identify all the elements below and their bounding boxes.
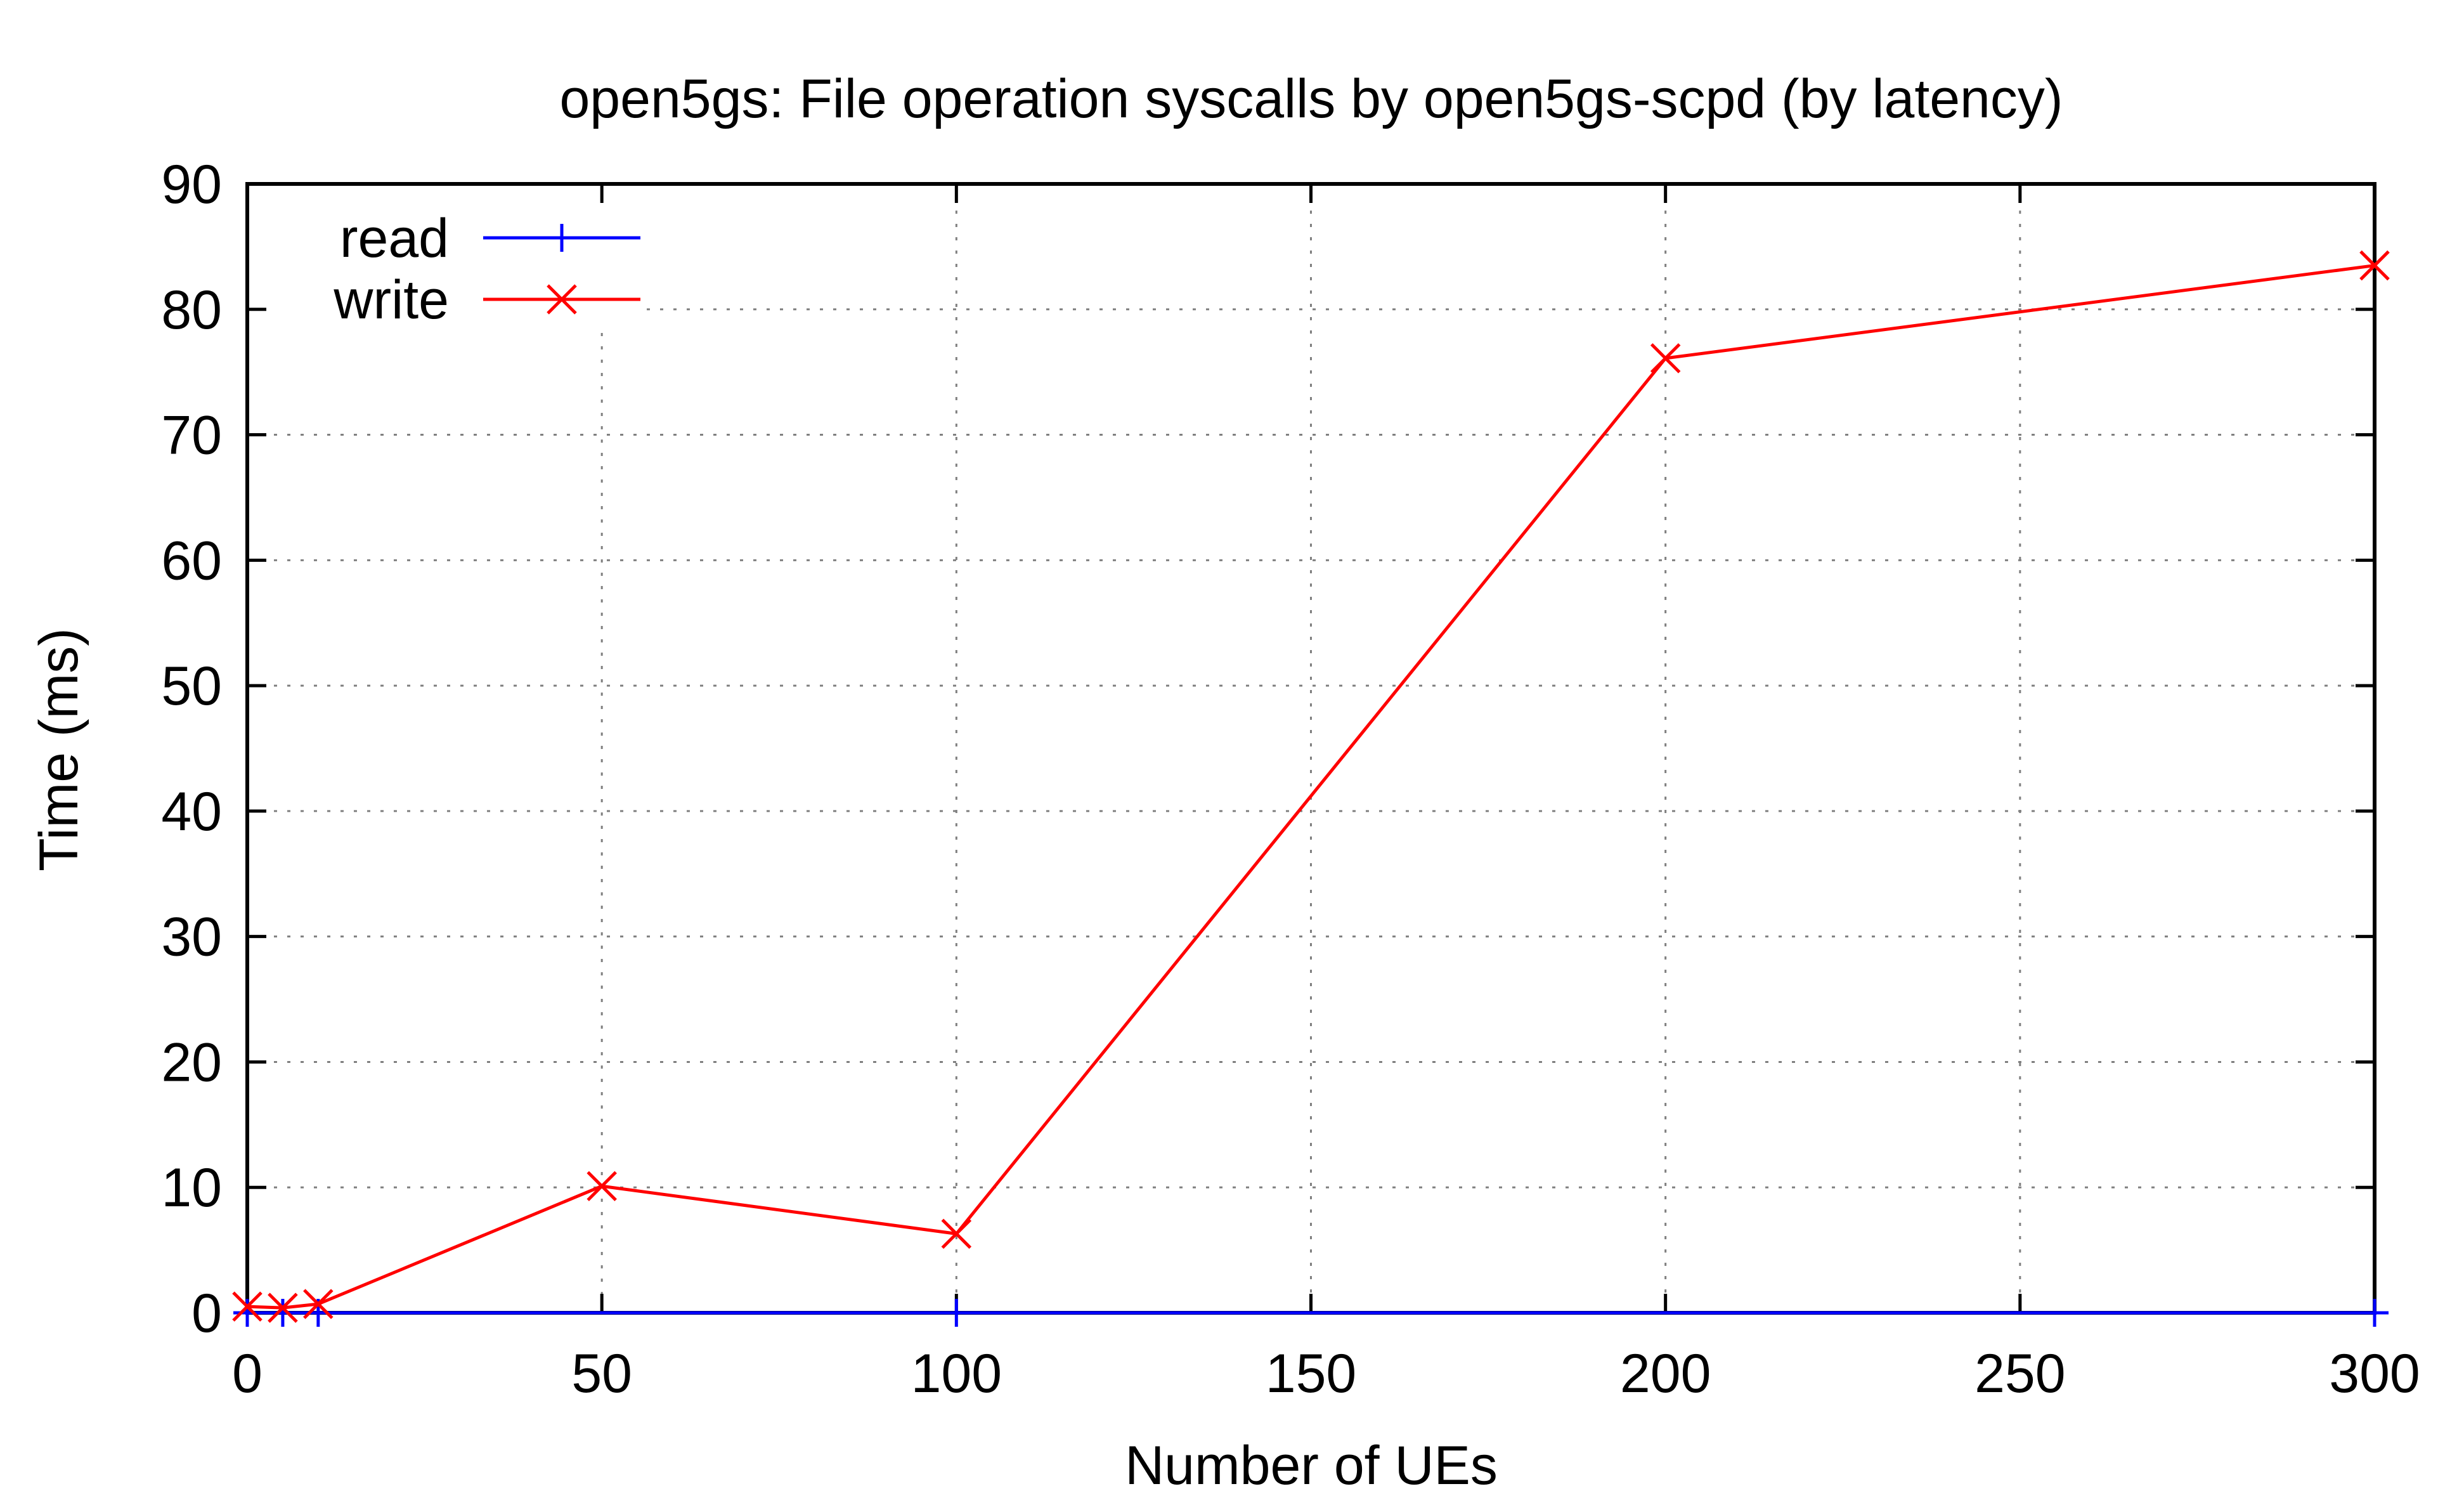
y-tick-label: 10 xyxy=(161,1157,222,1218)
y-tick-label: 80 xyxy=(161,280,222,341)
x-tick-label: 100 xyxy=(911,1343,1002,1404)
series xyxy=(232,250,2390,1327)
y-tick-label: 60 xyxy=(161,530,222,591)
data-point-read xyxy=(942,1299,971,1327)
data-point-read xyxy=(233,1299,261,1327)
data-point-read xyxy=(268,1299,297,1327)
data-point-write xyxy=(303,1289,334,1319)
data-point-write xyxy=(941,1218,972,1249)
x-tick-label: 50 xyxy=(571,1343,632,1404)
y-tick-label: 40 xyxy=(161,781,222,842)
y-tick-label: 20 xyxy=(161,1032,222,1093)
data-point-write xyxy=(587,1171,617,1202)
data-point-read xyxy=(2361,1299,2389,1327)
x-tick-label: 200 xyxy=(1620,1343,1711,1404)
y-axis-label: Time (ms) xyxy=(29,628,89,871)
legend-label-read: read xyxy=(340,208,449,269)
grid xyxy=(247,184,2375,1313)
x-tick-label: 0 xyxy=(232,1343,263,1404)
x-tick-label: 150 xyxy=(1266,1343,1357,1404)
chart-title: open5gs: File operation syscalls by open… xyxy=(559,68,2063,129)
data-point-write xyxy=(2359,250,2390,281)
y-tick-label: 70 xyxy=(161,405,222,466)
series-line-write xyxy=(247,264,2375,1310)
y-tick-label: 30 xyxy=(161,907,222,968)
data-point-write xyxy=(1650,343,1681,374)
legend-marker-read xyxy=(548,224,576,252)
data-point-write xyxy=(268,1293,298,1323)
y-tick-label: 90 xyxy=(161,154,222,215)
x-tick-label: 300 xyxy=(2329,1343,2420,1404)
legend-label-write: write xyxy=(333,270,449,330)
y-tick-label: 50 xyxy=(161,656,222,717)
x-tick-label: 250 xyxy=(1974,1343,2066,1404)
legend-marker-write xyxy=(547,284,577,315)
tick-labels: 0 10 20 30 40 50 60 70 80 90 0 50 100 150 200 250 300 xyxy=(161,154,2420,1404)
data-point-write xyxy=(232,1291,263,1322)
x-axis-label: Number of UEs xyxy=(1125,1435,1498,1496)
y-tick-label: 0 xyxy=(191,1283,222,1344)
